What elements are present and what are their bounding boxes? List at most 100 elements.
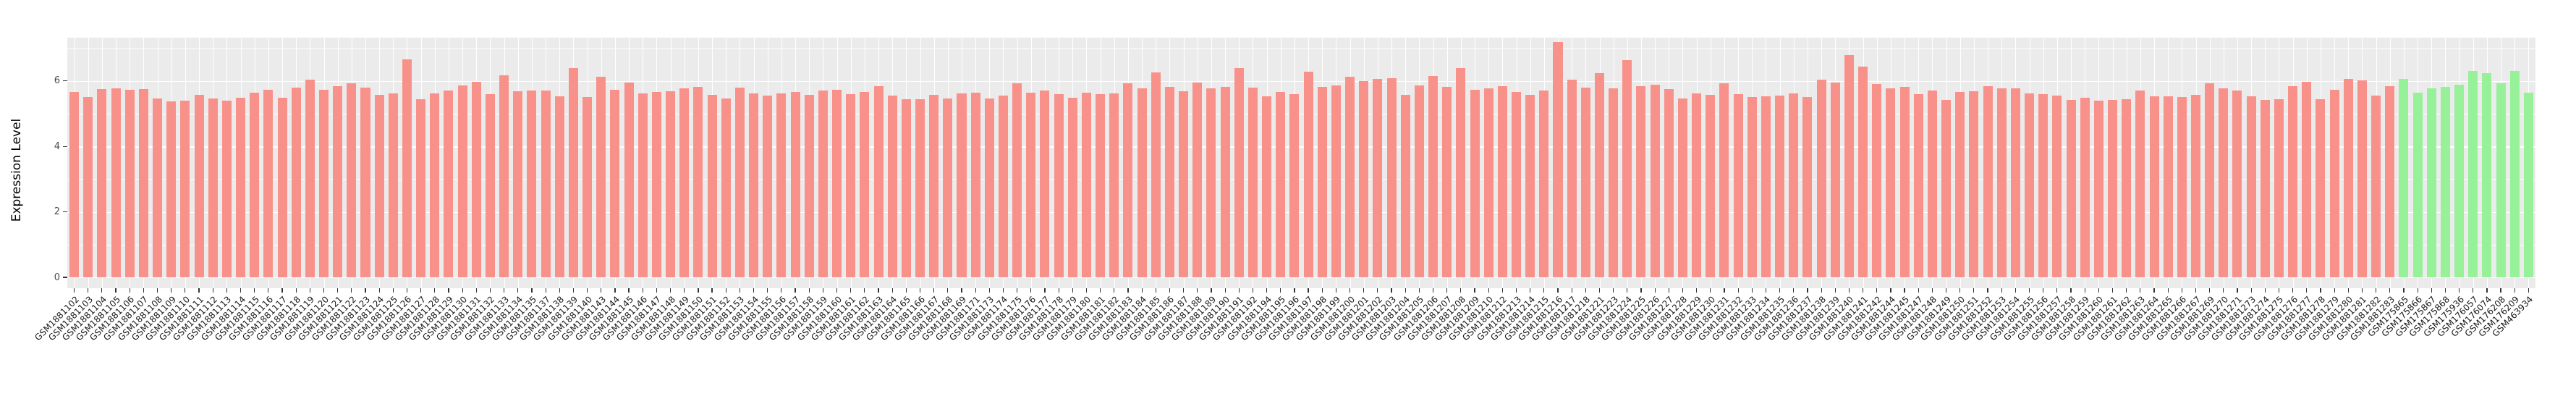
bar-GSM1881150 — [693, 87, 703, 277]
bar-GSM1881273 — [2246, 96, 2256, 277]
x-tick-mark — [1779, 288, 1781, 293]
bar-GSM1881107 — [138, 89, 148, 277]
bar-GSM463934 — [2523, 92, 2533, 277]
bar-GSM1881217 — [1567, 79, 1577, 277]
x-tick-mark — [2444, 288, 2446, 293]
bar-GSM1881106 — [124, 90, 135, 277]
bar-GSM1881276 — [2288, 86, 2298, 277]
x-tick-mark — [1030, 288, 1032, 293]
bar-GSM1881125 — [388, 93, 398, 277]
x-tick-mark — [1959, 288, 1961, 293]
bar-GSM1881254 — [2010, 88, 2020, 277]
bar-GSM1881267 — [2190, 94, 2200, 277]
x-tick-mark — [1169, 288, 1171, 293]
x-tick-mark — [2361, 288, 2363, 293]
bar-GSM1881179 — [1067, 98, 1077, 277]
bar-GSM1881145 — [624, 83, 634, 277]
bar-GSM1881251 — [1969, 91, 1979, 277]
x-tick-mark — [587, 288, 588, 293]
x-tick-mark — [1266, 288, 1268, 293]
bar-GSM1881231 — [1719, 83, 1729, 277]
y-tick-mark-6 — [63, 80, 67, 82]
bar-GSM1881131 — [471, 81, 481, 277]
x-tick-mark — [1377, 288, 1378, 293]
y-tick-label-0: 0 — [54, 272, 60, 283]
x-tick-mark — [1183, 288, 1185, 293]
x-tick-mark — [2001, 288, 2002, 293]
bar-GSM1881215 — [1539, 90, 1549, 277]
x-tick-mark — [1543, 288, 1545, 293]
x-tick-mark — [323, 288, 325, 293]
bar-GSM1881250 — [1955, 92, 1965, 277]
x-tick-mark — [198, 288, 200, 293]
bar-GSM1881252 — [1983, 85, 1993, 277]
bar-GSM1881153 — [734, 87, 745, 277]
x-tick-mark — [240, 288, 242, 293]
bar-GSM1881198 — [1317, 86, 1327, 277]
x-tick-mark — [434, 288, 436, 293]
bar-GSM1881166 — [915, 98, 925, 277]
x-tick-mark — [2098, 288, 2099, 293]
x-tick-mark — [420, 288, 422, 293]
bar-GSM1881190 — [1220, 86, 1230, 277]
bar-GSM1881134 — [513, 91, 523, 277]
x-tick-mark — [1585, 288, 1586, 293]
x-tick-mark — [462, 288, 463, 293]
bar-GSM1881122 — [347, 83, 357, 277]
bar-GSM1881103 — [83, 97, 93, 277]
x-tick-mark — [836, 288, 838, 293]
bar-GSM175866 — [2412, 92, 2423, 277]
x-tick-mark — [1931, 288, 1933, 293]
bar-GSM1881160 — [832, 90, 842, 277]
bar-GSM1881202 — [1373, 79, 1383, 277]
x-tick-mark — [1918, 288, 1919, 293]
major-gridline-y2 — [67, 211, 2535, 213]
x-tick-mark — [961, 288, 962, 293]
x-tick-mark — [2459, 288, 2460, 293]
x-tick-mark — [684, 288, 685, 293]
bar-GSM1881111 — [194, 95, 204, 277]
bar-GSM1881155 — [763, 95, 773, 277]
bar-GSM1881238 — [1816, 79, 1826, 277]
x-tick-mark — [1710, 288, 1711, 293]
x-tick-mark — [947, 288, 949, 293]
bar-GSM1881208 — [1456, 67, 1466, 277]
bar-GSM1881183 — [1123, 83, 1133, 277]
bar-GSM1881138 — [554, 96, 564, 277]
bar-GSM1881182 — [1109, 93, 1119, 277]
bar-GSM1881130 — [457, 85, 467, 277]
bar-GSM1881149 — [679, 88, 690, 277]
bar-GSM1881146 — [637, 93, 648, 277]
bar-GSM1881140 — [582, 97, 593, 277]
bar-GSM1881247 — [1913, 93, 1923, 277]
bar-GSM1881137 — [541, 91, 551, 277]
bar-GSM1881212 — [1497, 86, 1507, 277]
bar-GSM1881259 — [2080, 97, 2090, 277]
bar-GSM176209 — [2509, 70, 2520, 277]
bar-GSM1881105 — [111, 88, 121, 277]
x-tick-mark — [2209, 288, 2211, 293]
bar-GSM1881270 — [2219, 88, 2229, 277]
bar-GSM1881173 — [984, 98, 994, 277]
x-tick-mark — [351, 288, 352, 293]
bar-GSM1881282 — [2371, 96, 2381, 277]
bar-GSM1881116 — [263, 89, 274, 277]
bar-GSM1881176 — [1026, 92, 1036, 277]
bar-GSM1881213 — [1512, 91, 1522, 277]
bar-GSM1881114 — [236, 97, 246, 277]
x-tick-mark — [988, 288, 990, 293]
x-tick-mark — [1613, 288, 1614, 293]
bar-GSM1881237 — [1802, 97, 1813, 277]
x-tick-mark — [2070, 288, 2072, 293]
x-tick-mark — [1890, 288, 1891, 293]
bar-GSM1881147 — [651, 91, 661, 277]
x-tick-mark — [2528, 288, 2529, 293]
major-gridline-y6 — [67, 80, 2535, 83]
x-tick-mark — [753, 288, 755, 293]
bar-GSM1881206 — [1428, 76, 1439, 277]
bar-GSM1881279 — [2329, 90, 2339, 277]
bar-GSM1881163 — [873, 86, 884, 277]
x-tick-mark — [975, 288, 976, 293]
bar-GSM1881223 — [1609, 88, 1619, 277]
bar-GSM1881216 — [1553, 42, 1563, 277]
